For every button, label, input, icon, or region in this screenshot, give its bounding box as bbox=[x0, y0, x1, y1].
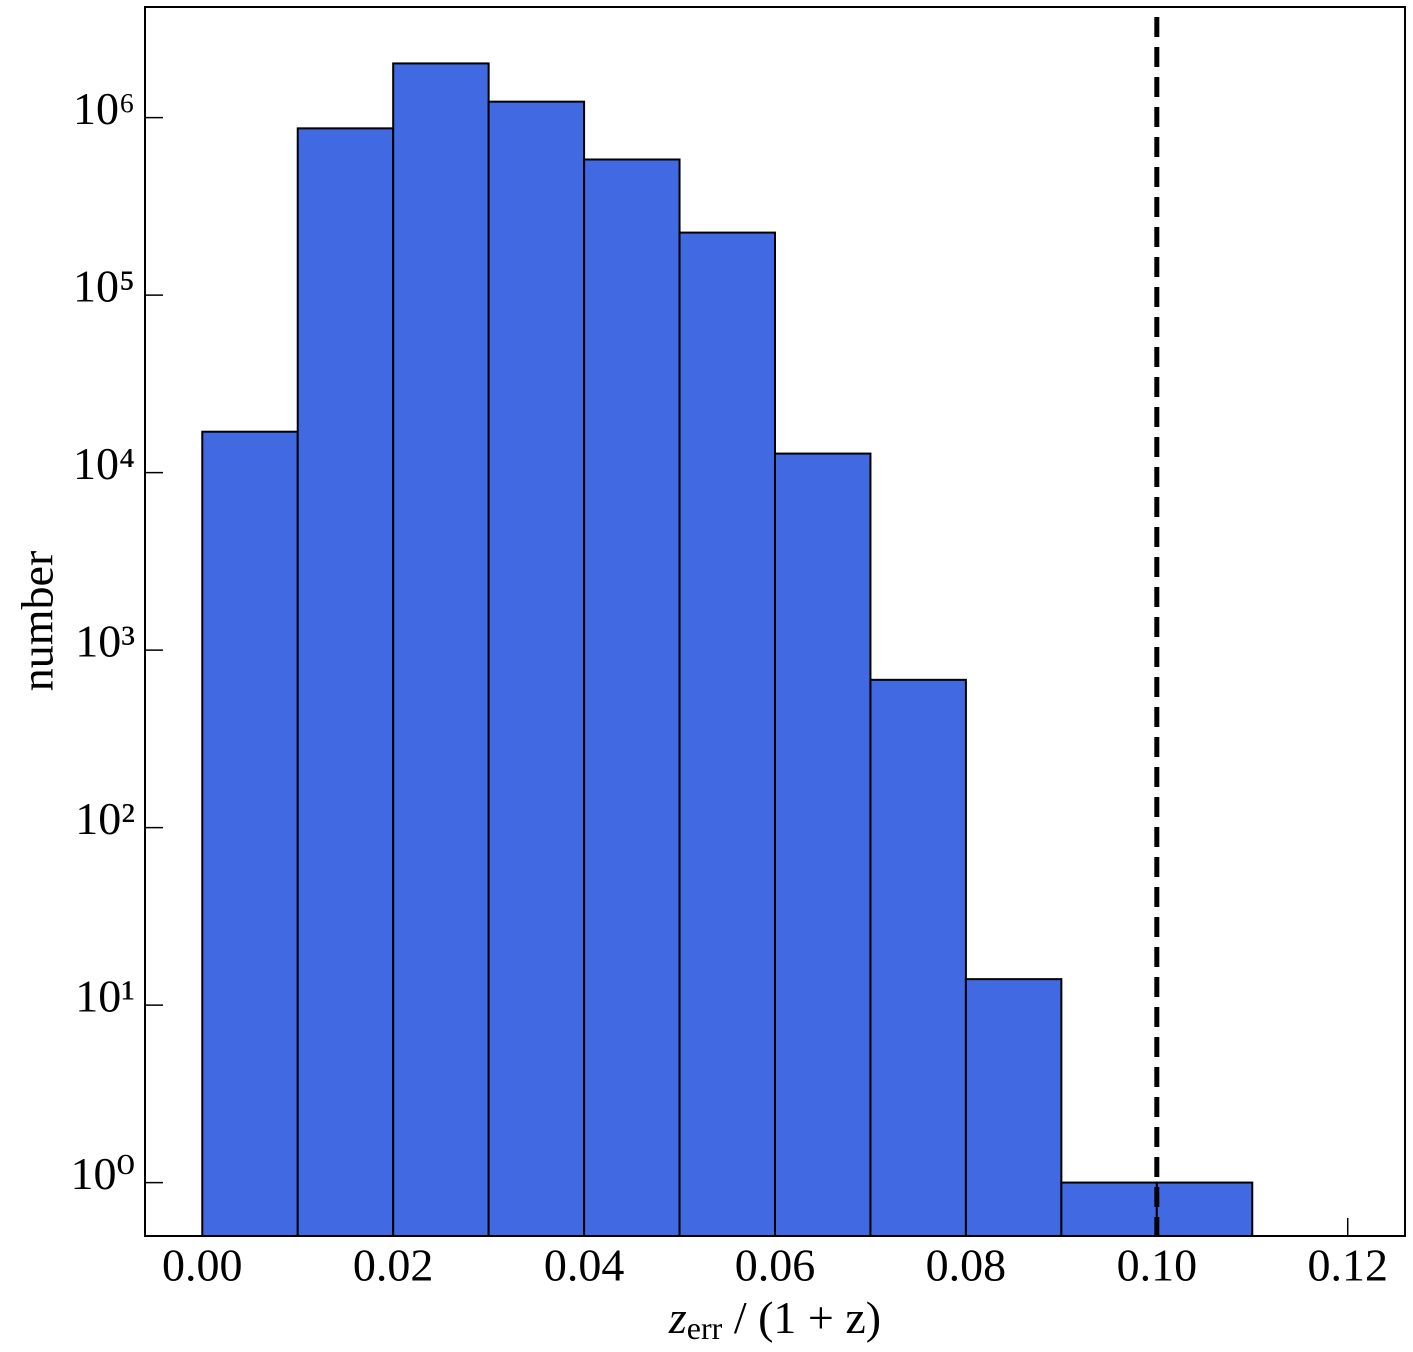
x-tick-label: 0.12 bbox=[1307, 1240, 1388, 1291]
x-tick-label: 0.04 bbox=[544, 1240, 625, 1291]
bar bbox=[869, 678, 967, 1237]
x-tick-label: 0.08 bbox=[926, 1240, 1007, 1291]
y-tick-label: 10⁵ bbox=[73, 261, 135, 312]
y-tick-label: 10¹ bbox=[75, 971, 135, 1022]
x-label-subscript: err bbox=[687, 1310, 723, 1346]
y-tick-label: 10³ bbox=[75, 616, 135, 667]
bar bbox=[392, 62, 490, 1237]
bar bbox=[774, 452, 872, 1237]
bar bbox=[1060, 1181, 1158, 1238]
bar bbox=[964, 978, 1063, 1237]
plot-frame bbox=[144, 6, 1406, 1237]
x-tick-label: 0.06 bbox=[735, 1240, 816, 1291]
x-axis-label: zerr / (1 + z) bbox=[668, 1292, 881, 1347]
bar bbox=[487, 100, 586, 1237]
y-tick-label: 10² bbox=[75, 793, 135, 844]
x-label-base: z bbox=[668, 1292, 687, 1343]
bar bbox=[583, 158, 681, 1237]
y-axis-label: number bbox=[12, 551, 63, 692]
y-tick-label: 10⁴ bbox=[73, 438, 135, 489]
bar bbox=[1155, 1181, 1254, 1238]
y-tick-label: 10⁰ bbox=[71, 1148, 135, 1199]
bar bbox=[201, 430, 299, 1237]
x-tick-label: 0.00 bbox=[162, 1240, 243, 1291]
x-label-rest: / (1 + z) bbox=[722, 1292, 881, 1343]
x-tick-label: 0.02 bbox=[353, 1240, 434, 1291]
bar bbox=[296, 127, 395, 1237]
y-tick-label: 10⁶ bbox=[73, 83, 135, 134]
bar bbox=[678, 231, 777, 1238]
x-tick-label: 0.10 bbox=[1117, 1240, 1198, 1291]
